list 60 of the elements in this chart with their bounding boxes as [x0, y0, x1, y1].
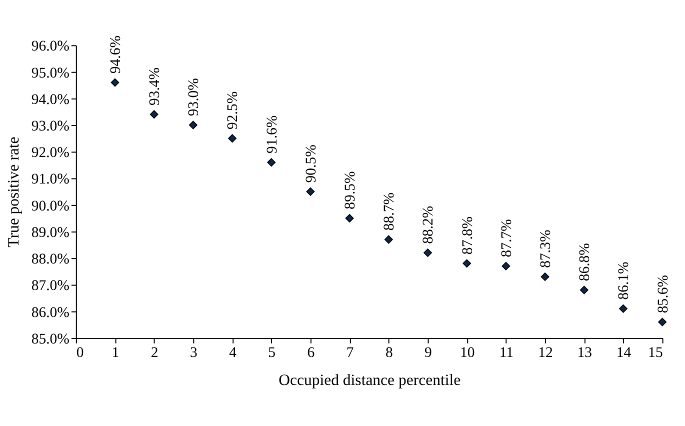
point: [267, 158, 276, 167]
data-label: 93.4%: [147, 67, 164, 106]
point: [424, 248, 432, 258]
x-tick-label: 9: [424, 345, 432, 362]
x-tick-label: 0: [76, 345, 84, 362]
point: [540, 272, 550, 281]
x-tick-label: 6: [307, 345, 315, 362]
data-label: 85.6%: [655, 274, 672, 314]
data-label: 90.5%: [303, 144, 320, 183]
x-axis-title: Occupied distance percentile: [278, 372, 461, 389]
x-tick-label: 3: [190, 345, 198, 362]
x-tick-label: 5: [268, 345, 276, 362]
x-tick-label: 12: [538, 345, 553, 362]
data-label: 91.6%: [264, 115, 280, 154]
y-tick-label: 90.0%: [31, 198, 70, 214]
data-label: 88.2%: [420, 206, 437, 244]
point: [619, 304, 628, 313]
point: [580, 286, 588, 294]
x-tick-label: 13: [577, 345, 592, 362]
point: [384, 235, 393, 244]
y-tick-label: 94.0%: [31, 92, 70, 108]
data-label: 87.8%: [460, 216, 476, 255]
y-axis-title: True positive rate: [5, 136, 22, 248]
y-tick-label: 91.0%: [31, 172, 70, 188]
y-tick-label: 96.0%: [31, 38, 70, 55]
data-label: 92.5%: [225, 91, 242, 130]
data-label: 87.3%: [538, 230, 554, 268]
point: [228, 134, 236, 143]
point: [462, 259, 472, 268]
x-tick-label: 2: [150, 345, 158, 362]
y-tick-label: 95.0%: [31, 65, 70, 82]
data-label: 87.7%: [498, 219, 515, 258]
data-label: 94.6%: [108, 35, 124, 74]
data-label: 86.1%: [616, 262, 632, 300]
x-tick-label: 1: [112, 345, 120, 362]
y-tick-label: 93.0%: [31, 118, 70, 134]
y-tick-label: 92.0%: [31, 145, 70, 162]
data-label: 86.8%: [577, 243, 594, 282]
y-tick-label: 86.0%: [31, 304, 70, 321]
x-tick-label: 14: [616, 345, 632, 362]
point: [502, 262, 510, 270]
x-tick-label: 10: [460, 345, 475, 362]
x-tick-label: 7: [346, 345, 354, 362]
x-tick-label: 11: [499, 345, 514, 362]
data-label: 89.5%: [342, 171, 358, 210]
point: [306, 187, 315, 196]
point: [188, 120, 198, 130]
point: [150, 110, 158, 119]
x-tick-label: 4: [229, 345, 238, 362]
y-tick-label: 85.0%: [31, 331, 70, 348]
data-label: 93.0%: [186, 78, 202, 116]
point: [110, 78, 120, 87]
y-tick-label: 88.0%: [31, 252, 70, 268]
point: [658, 318, 667, 326]
y-tick-label: 87.0%: [31, 278, 70, 294]
point: [345, 214, 354, 222]
data-label: 88.7%: [382, 192, 398, 231]
y-tick-label: 89.0%: [31, 224, 70, 241]
x-tick-label: 8: [385, 345, 393, 362]
x-tick-label: 15: [648, 345, 663, 362]
